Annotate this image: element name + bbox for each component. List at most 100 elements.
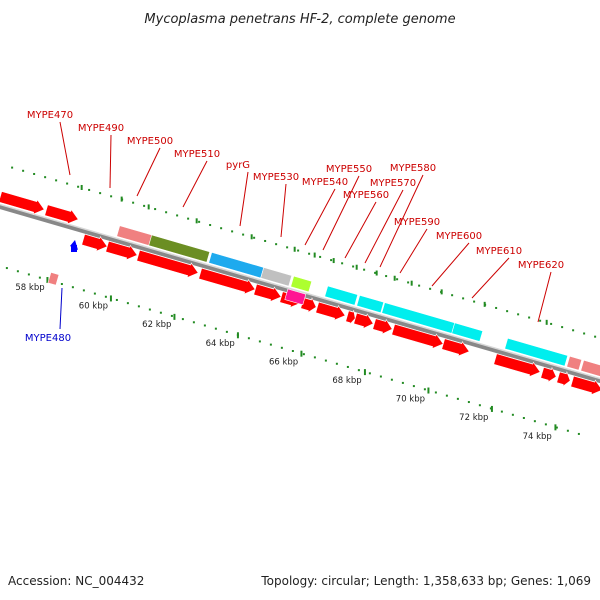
ring-dot [418, 284, 421, 287]
ring-dot [363, 268, 366, 271]
ring-dot [341, 262, 344, 265]
gene-feature[interactable] [356, 294, 385, 314]
ring-dot [22, 169, 25, 172]
ring-dot [44, 176, 47, 179]
ruler-dot [5, 267, 8, 270]
ring-dot [396, 278, 399, 281]
gene-feature[interactable] [493, 353, 541, 378]
ring-dot [275, 243, 278, 246]
ring-dot [33, 172, 36, 175]
ruler-dot [313, 356, 316, 359]
gene-feature[interactable] [556, 371, 571, 388]
gene-feature[interactable] [198, 267, 256, 295]
ring-dot [429, 287, 432, 290]
ring-dot [99, 192, 102, 195]
ring-dot [55, 179, 58, 182]
ruler-dot [170, 314, 173, 317]
ruler-dot [335, 362, 338, 365]
ruler-dot [533, 420, 536, 423]
gene-feature[interactable] [353, 312, 374, 330]
ring-dot [374, 271, 377, 274]
gene-feature[interactable] [148, 234, 211, 263]
leader-line [59, 121, 71, 176]
ruler-dot [346, 365, 349, 368]
gene-feature[interactable] [540, 366, 557, 383]
gene-feature[interactable] [253, 283, 282, 303]
leader-line [239, 171, 249, 227]
gene-feature[interactable] [324, 285, 359, 306]
gene-label: MYPE610 [476, 246, 522, 257]
ruler-dot [93, 292, 96, 295]
gene-label: MYPE550 [326, 164, 372, 175]
gene-feature[interactable] [345, 310, 356, 325]
gene-feature[interactable] [290, 275, 313, 293]
ring-dot [231, 230, 234, 233]
gene-label: MYPE600 [436, 231, 482, 242]
ring-dot [517, 313, 520, 316]
ruler-dot [434, 391, 437, 394]
gene-feature[interactable] [81, 233, 108, 252]
gene-feature[interactable] [47, 271, 60, 286]
gene-label: MYPE530 [253, 172, 299, 183]
ring-dot [385, 275, 388, 278]
gene-feature[interactable] [136, 249, 199, 278]
leader-line [537, 271, 552, 323]
gene-feature[interactable] [504, 337, 569, 367]
ring-dot [286, 246, 289, 249]
ring-dot [451, 294, 454, 297]
ring-dot [583, 332, 586, 335]
ruler-dot [214, 327, 217, 330]
gene-feature[interactable] [451, 322, 484, 342]
gene-feature[interactable] [391, 323, 444, 350]
backbone-highlight [0, 203, 600, 380]
ring-dot [132, 201, 135, 204]
ruler-dot [544, 423, 547, 426]
ruler-dot [489, 407, 492, 410]
ring-dot [407, 281, 410, 284]
ruler-dot [577, 432, 580, 435]
ruler-dot [302, 353, 305, 356]
ruler-dot [104, 295, 107, 298]
ring-dot [187, 217, 190, 220]
gene-feature[interactable] [570, 375, 600, 396]
ruler-label: 64 kbp [206, 339, 235, 349]
ruler-label: 72 kbp [459, 413, 488, 423]
gene-label: pyrG [226, 160, 250, 171]
reverse-gene-body[interactable] [71, 245, 77, 252]
gene-feature[interactable] [260, 267, 293, 287]
gene-feature[interactable] [44, 204, 79, 225]
ring-dot [528, 316, 531, 319]
gene-feature[interactable] [566, 355, 583, 371]
gene-feature[interactable] [372, 318, 393, 335]
gene-label: MYPE480 [25, 333, 71, 344]
ring-dot [572, 329, 575, 332]
gene-feature[interactable] [580, 359, 600, 378]
gene-label: MYPE500 [127, 136, 173, 147]
ruler-dot [324, 359, 327, 362]
inner-dotted-ruler [5, 267, 580, 435]
ring-dot [308, 252, 311, 255]
gene-feature[interactable] [300, 297, 317, 314]
ruler-dot [357, 369, 360, 372]
ruler-label: 74 kbp [523, 432, 552, 442]
ring-dot [561, 326, 564, 329]
ring-dot [66, 182, 69, 185]
gene-feature[interactable] [315, 301, 346, 321]
ruler-dot [456, 397, 459, 400]
ring-dot [198, 220, 201, 223]
ring-dot [88, 188, 91, 191]
ruler-dot [247, 337, 250, 340]
ruler-dot [368, 372, 371, 375]
ruler-labels: 58 kbp 60 kbp 62 kbp 64 kbp 66 kbp 68 kbp 70 k… [15, 283, 551, 442]
gene-feature[interactable] [105, 240, 138, 261]
ring-dot [143, 204, 146, 207]
ruler-dot [566, 429, 569, 432]
gene-feature[interactable] [284, 288, 307, 306]
gene-label: MYPE470 [27, 110, 73, 121]
gene-feature[interactable] [0, 191, 45, 215]
gene-label: MYPE510 [174, 149, 220, 160]
ruler-dot [181, 318, 184, 321]
gene-feature[interactable] [441, 338, 470, 357]
ruler-dot [555, 426, 558, 429]
